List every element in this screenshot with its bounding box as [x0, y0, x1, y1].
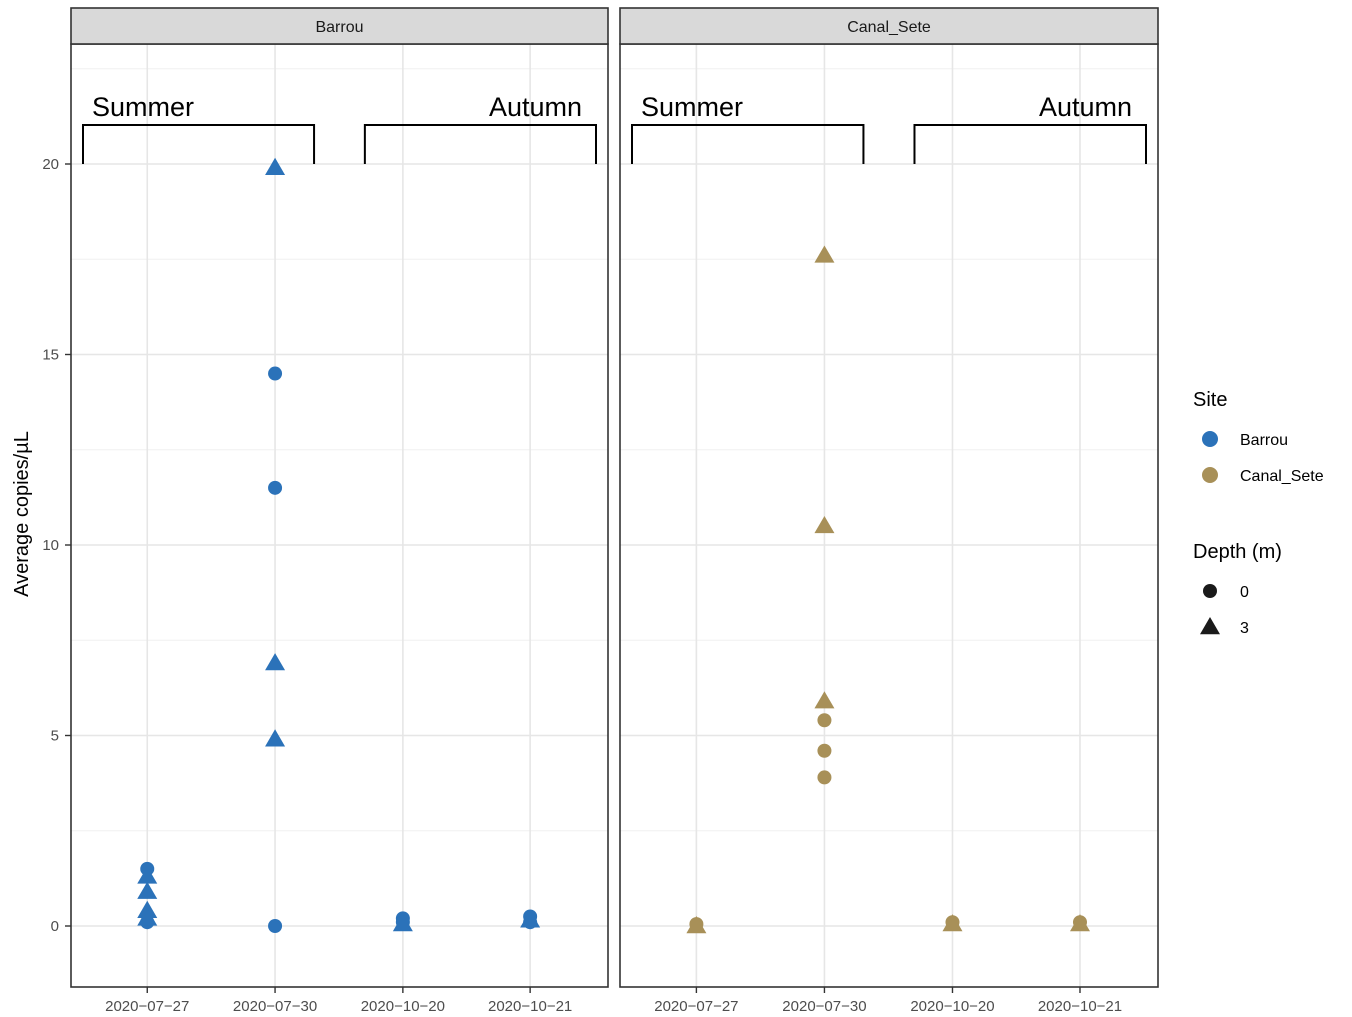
data-point-circle — [268, 919, 283, 933]
legend-key-site — [1202, 431, 1218, 447]
legend-key-depth-triangle — [1200, 617, 1220, 635]
legend-key-site — [1202, 467, 1218, 483]
summer-label: Summer — [92, 92, 194, 122]
facet-strip-label: Canal_Sete — [847, 19, 931, 36]
x-tick-label: 2020−10−20 — [361, 998, 445, 1015]
summer-label: Summer — [641, 92, 743, 122]
data-point-triangle — [686, 916, 707, 934]
facet-strip — [619, 7, 1159, 45]
panel-background — [620, 44, 1158, 987]
data-point-triangle — [137, 866, 158, 884]
facet-panels: Summer Autumn Barrou 2020−07−27 2020−07−30 20… — [42, 7, 1159, 1015]
x-tick-label: 2020−10−20 — [910, 998, 994, 1015]
data-point-triangle — [814, 245, 835, 263]
y-axis-title: Average copies/µL — [11, 431, 33, 597]
y-tick-label: 15 — [42, 347, 59, 364]
data-point-triangle — [942, 914, 963, 932]
legend-label-site: Barrou — [1240, 432, 1288, 449]
legend-label-site: Canal_Sete — [1240, 468, 1324, 485]
data-point-triangle — [265, 729, 286, 747]
data-point-circle — [817, 770, 832, 785]
data-point-triangle — [1069, 914, 1090, 932]
data-point-circle — [268, 480, 283, 495]
x-tick-label: 2020−07−27 — [105, 998, 189, 1015]
autumn-label: Autumn — [489, 92, 582, 122]
facet-panel-1: Summer Autumn Barrou 2020−07−27 2020−07−30 20… — [70, 7, 609, 1015]
data-point-triangle — [137, 908, 158, 926]
legend-label-depth: 3 — [1240, 620, 1249, 637]
summer-bracket — [82, 124, 316, 164]
y-tick-label: 20 — [42, 156, 59, 173]
legend-title-depth: Depth (m) — [1193, 541, 1282, 563]
x-tick-label: 2020−10−21 — [1038, 998, 1122, 1015]
x-tick-label: 2020−07−27 — [654, 998, 738, 1015]
legend-title-site: Site — [1193, 389, 1227, 411]
autumn-bracket — [363, 124, 597, 164]
autumn-bracket — [913, 124, 1147, 164]
data-point-triangle — [814, 515, 835, 534]
facet-panel-2: Summer Autumn Canal_Sete 2020−07−27 2020−07−… — [619, 7, 1159, 1015]
facet-strip — [70, 7, 609, 45]
y-tick-label: 10 — [42, 537, 59, 554]
y-axis: 0 5 10 15 20 — [42, 156, 71, 935]
y-tick-label: 0 — [51, 918, 59, 935]
summer-bracket — [631, 124, 865, 164]
data-point-circle — [817, 713, 832, 728]
panel-background — [71, 44, 608, 987]
y-tick-label: 5 — [51, 728, 59, 745]
legend: Site Barrou Canal_Sete Depth (m) 0 3 — [1193, 389, 1324, 637]
data-point-circle — [268, 366, 283, 381]
data-point-triangle — [814, 691, 835, 709]
legend-key-depth-circle — [1203, 584, 1217, 598]
x-tick-label: 2020−10−21 — [488, 998, 572, 1015]
data-point-triangle — [520, 910, 541, 928]
data-point-circle — [817, 743, 832, 758]
x-tick-label: 2020−07−30 — [233, 998, 317, 1015]
x-tick-label: 2020−07−30 — [782, 998, 866, 1015]
data-point-triangle — [392, 914, 413, 932]
facet-strip-label: Barrou — [315, 19, 363, 36]
legend-label-depth: 0 — [1240, 584, 1249, 601]
data-point-triangle — [265, 157, 286, 176]
data-point-triangle — [137, 881, 158, 899]
data-point-triangle — [265, 653, 286, 671]
autumn-label: Autumn — [1039, 92, 1132, 122]
